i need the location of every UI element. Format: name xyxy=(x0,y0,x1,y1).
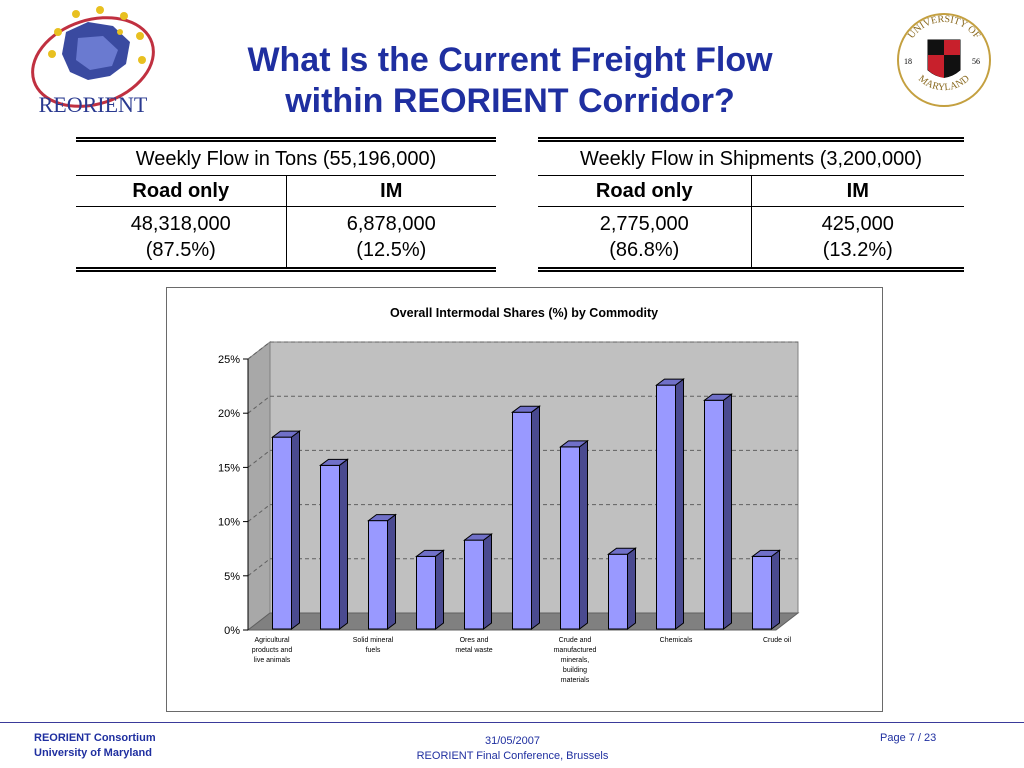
svg-text:18: 18 xyxy=(904,57,912,66)
gridline-side xyxy=(247,504,271,522)
bar-top xyxy=(415,549,445,557)
y-tick-label: 10% xyxy=(218,517,240,529)
bar-front xyxy=(704,399,724,630)
university-of-maryland-logo: UNIVERSITY OF MARYLAND 18 56 xyxy=(884,10,1004,110)
bar-front xyxy=(320,464,340,630)
footer-organization: REORIENT Consortium University of Maryla… xyxy=(34,732,156,759)
column-road-only: Road only xyxy=(538,175,751,207)
column-im: IM xyxy=(285,175,496,207)
bar-top xyxy=(319,458,349,466)
bar-top xyxy=(511,405,541,413)
y-tick-label: 0% xyxy=(224,625,240,637)
chart-svg: Overall Intermodal Shares (%) by Commodi… xyxy=(218,306,800,684)
category-label: Agricultural products and live animals xyxy=(252,637,293,664)
bar-front xyxy=(272,436,292,630)
page-number: Page 7 / 23 xyxy=(880,732,937,744)
bar-top xyxy=(367,514,397,522)
bar-top xyxy=(703,393,733,401)
bar-side xyxy=(339,458,348,630)
svg-text:REORIENT: REORIENT xyxy=(39,92,148,117)
y-tick-label: 20% xyxy=(218,408,240,420)
bar xyxy=(415,549,445,630)
footer-divider xyxy=(0,722,1024,723)
bar xyxy=(751,549,781,630)
reorient-logo: REORIENT xyxy=(18,2,168,120)
bar-side xyxy=(771,549,780,630)
im-value: 6,878,000 (12.5%) xyxy=(285,206,496,272)
y-tick-label: 15% xyxy=(218,462,240,474)
bar-top xyxy=(607,547,637,555)
bar-side xyxy=(579,439,588,630)
category-label: Solid mineral fuels xyxy=(353,637,394,654)
im-value: 425,000 (13.2%) xyxy=(750,206,964,272)
svg-text:56: 56 xyxy=(972,57,980,66)
bar-top xyxy=(271,430,301,438)
gridline-side xyxy=(247,341,271,360)
table-header: Weekly Flow in Shipments (3,200,000) xyxy=(538,137,964,176)
y-tick-label: 25% xyxy=(218,354,240,366)
y-tick-label: 5% xyxy=(224,571,240,583)
bar xyxy=(271,430,301,630)
bar-front xyxy=(752,555,772,630)
intermodal-shares-chart: Overall Intermodal Shares (%) by Commodi… xyxy=(166,287,883,712)
gridline-side xyxy=(247,558,271,577)
bar-front xyxy=(368,520,388,630)
bar-front xyxy=(416,555,436,630)
bar-top xyxy=(655,378,685,386)
gridline-side xyxy=(247,450,271,468)
bar-side xyxy=(675,378,684,630)
bar-side xyxy=(483,533,492,630)
category-label: Crude oil xyxy=(763,637,791,644)
bar-front xyxy=(512,411,532,630)
bar-side xyxy=(387,513,396,630)
shipments-flow-table: Weekly Flow in Shipments (3,200,000) Roa… xyxy=(538,137,964,272)
bar xyxy=(367,513,397,630)
tons-flow-table: Weekly Flow in Tons (55,196,000) Road on… xyxy=(76,137,496,272)
category-label: Chemicals xyxy=(660,637,693,644)
bar-front xyxy=(560,446,580,630)
footer-event: 31/05/2007 REORIENT Final Conference, Br… xyxy=(416,735,609,762)
bar-top xyxy=(751,549,781,557)
gridline-side xyxy=(247,395,271,414)
bar xyxy=(511,405,541,630)
chart-side-wall xyxy=(247,340,271,632)
road-only-value: 48,318,000 (87.5%) xyxy=(76,206,286,272)
chart-title: Overall Intermodal Shares (%) by Commodi… xyxy=(390,306,658,320)
slide-title: What Is the Current Freight Flow within … xyxy=(247,41,773,120)
bar-top xyxy=(559,440,589,448)
bar xyxy=(607,547,637,630)
bar xyxy=(319,458,349,630)
bar xyxy=(463,533,493,630)
bar-front xyxy=(608,553,628,630)
table-header: Weekly Flow in Tons (55,196,000) xyxy=(76,137,496,176)
bar xyxy=(703,393,733,630)
column-road-only: Road only xyxy=(76,175,286,207)
bar xyxy=(655,378,685,630)
bar-front xyxy=(464,539,484,630)
bar-side xyxy=(531,405,540,630)
column-im: IM xyxy=(750,175,964,207)
category-label: Crude and manufactured minerals, building ma… xyxy=(554,637,597,684)
bar xyxy=(559,439,589,630)
bar-top xyxy=(463,533,493,541)
category-label: Ores and metal waste xyxy=(455,637,492,654)
road-only-value: 2,775,000 (86.8%) xyxy=(538,206,751,272)
bar-side xyxy=(291,430,300,630)
bar-side xyxy=(627,547,636,630)
bar-front xyxy=(656,384,676,630)
bar-side xyxy=(435,549,444,630)
bar-side xyxy=(723,393,732,630)
